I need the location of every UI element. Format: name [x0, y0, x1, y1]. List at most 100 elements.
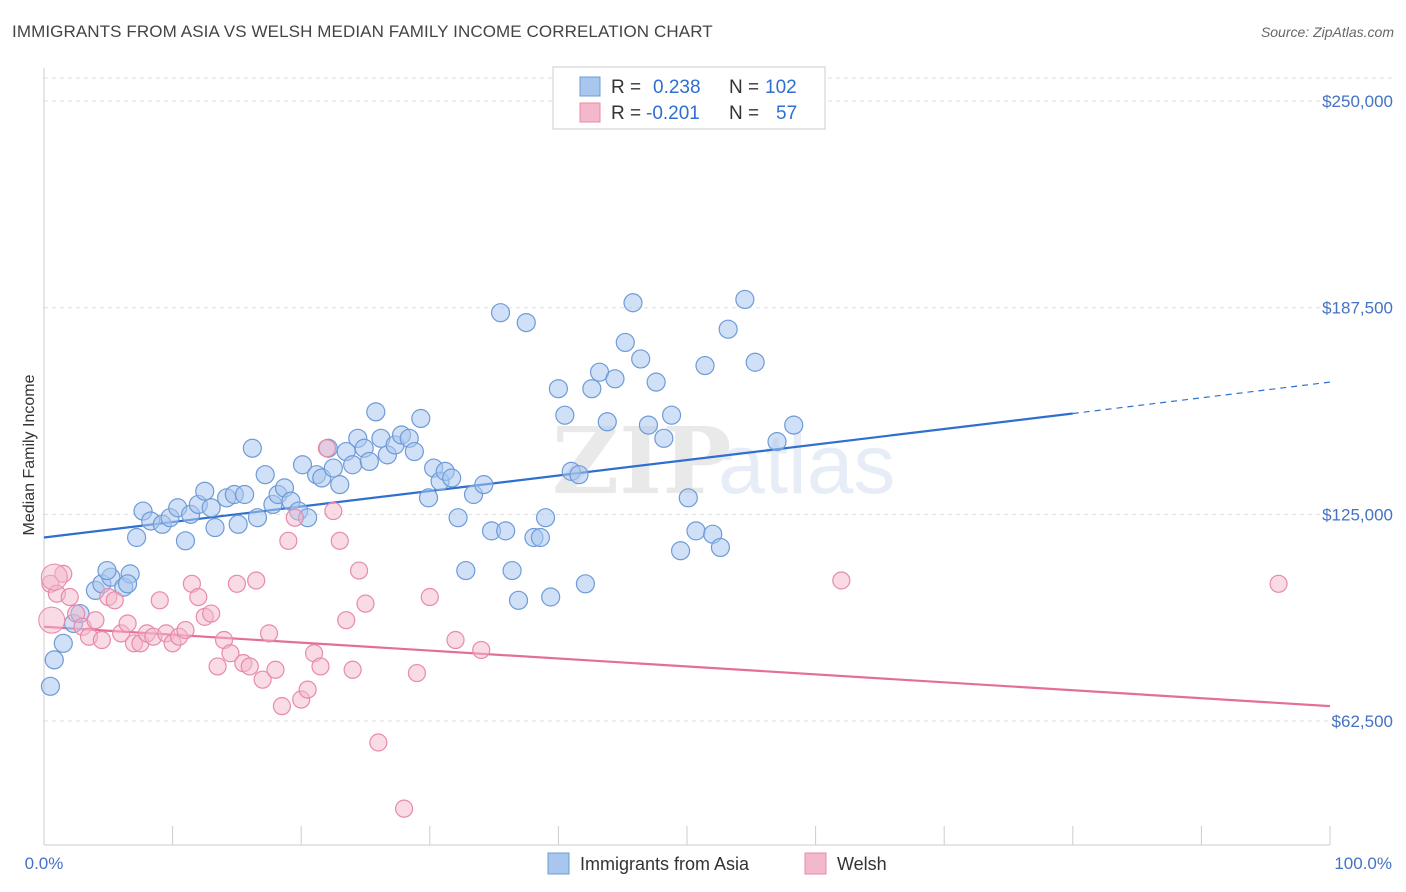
trend-lines	[43, 381, 1331, 708]
point-welsh	[349, 561, 369, 580]
point-immigrants-from-asia	[615, 332, 635, 353]
point-welsh	[324, 501, 343, 521]
point-immigrants-from-asia	[661, 405, 682, 425]
legend-r-label-1: R =	[611, 77, 641, 98]
point-welsh	[407, 663, 427, 683]
y-tick-label: $250,000	[1322, 92, 1393, 111]
point-immigrants-from-asia	[508, 590, 529, 610]
point-welsh	[337, 611, 356, 630]
point-welsh	[420, 587, 439, 607]
point-immigrants-from-asia	[718, 319, 738, 339]
point-welsh	[832, 571, 851, 590]
point-immigrants-from-asia	[623, 293, 643, 313]
point-immigrants-from-asia	[456, 560, 476, 581]
point-welsh	[356, 594, 375, 613]
legend-n-label-2: N =	[729, 103, 759, 124]
y-tick-labels: $62,500 $125,000 $187,500 $250,000	[1322, 92, 1393, 731]
point-welsh	[227, 574, 246, 593]
y-axis-label: Median Family Income	[21, 374, 38, 535]
point-immigrants-from-asia	[516, 312, 536, 333]
y-tick-label: $187,500	[1322, 299, 1393, 318]
point-immigrants-from-asia	[442, 468, 462, 488]
x-tick-label-start: 0.0%	[25, 854, 64, 873]
point-welsh	[150, 591, 169, 610]
point-immigrants-from-asia	[735, 289, 755, 310]
source-label: Source: ZipAtlas.com	[1260, 24, 1394, 40]
point-immigrants-from-asia	[638, 415, 659, 435]
x-tick-label-end: 100.0%	[1334, 854, 1392, 873]
point-immigrants-from-asia	[126, 527, 147, 548]
point-immigrants-from-asia	[605, 369, 625, 389]
point-welsh	[105, 591, 124, 610]
point-welsh	[189, 587, 208, 607]
legend-r-value-2: -0.201	[646, 103, 700, 124]
point-welsh	[272, 697, 292, 716]
point-immigrants-from-asia	[195, 481, 215, 501]
point-welsh	[253, 670, 272, 689]
bottom-legend-swatch-pink	[804, 852, 827, 875]
point-welsh	[259, 624, 279, 643]
point-welsh	[176, 620, 195, 640]
point-immigrants-from-asia	[44, 650, 64, 670]
point-welsh	[1269, 574, 1288, 593]
chart-title: IMMIGRANTS FROM ASIA VS WELSH MEDIAN FAM…	[12, 22, 713, 41]
legend-swatch-blue	[579, 76, 601, 97]
point-immigrants-from-asia	[474, 475, 494, 495]
trend-line-welsh	[43, 625, 1331, 708]
point-welsh	[221, 644, 240, 663]
bottom-legend-label-asia: Immigrants from Asia	[580, 854, 750, 874]
point-immigrants-from-asia	[496, 521, 516, 541]
point-immigrants-from-asia	[175, 531, 196, 551]
point-welsh	[92, 630, 111, 650]
point-welsh	[208, 657, 227, 676]
legend-n-label-1: N =	[729, 77, 759, 98]
legend-n-value-1: 102	[765, 77, 797, 98]
point-immigrants-from-asia	[710, 537, 731, 558]
point-immigrants-from-asia	[767, 432, 787, 452]
legend-n-value-2: 57	[776, 103, 797, 124]
point-immigrants-from-asia	[247, 508, 268, 528]
legend-r-label-2: R =	[611, 103, 641, 124]
point-welsh	[86, 611, 105, 630]
series-welsh	[38, 439, 1288, 818]
stats-legend: R = 0.238 N = 102 R = -0.201 N = 57	[552, 66, 826, 130]
point-immigrants-from-asia	[205, 517, 225, 538]
point-immigrants-from-asia	[678, 488, 698, 508]
point-immigrants-from-asia	[695, 355, 715, 376]
point-immigrants-from-asia	[555, 405, 575, 425]
bottom-legend-swatch-blue	[547, 852, 570, 875]
point-welsh	[394, 799, 414, 818]
point-welsh	[343, 660, 362, 679]
bottom-legend-label-welsh: Welsh	[837, 854, 887, 874]
legend-r-value-1: 0.238	[653, 77, 701, 98]
trend-line-immigrants-from-asia	[43, 412, 1073, 539]
point-immigrants-from-asia	[404, 441, 424, 462]
point-immigrants-from-asia	[323, 458, 343, 478]
point-immigrants-from-asia	[535, 508, 556, 528]
y-tick-label: $125,000	[1322, 505, 1393, 524]
point-immigrants-from-asia	[201, 498, 221, 518]
trend-line-immigrants-from-asia-extension	[1072, 381, 1331, 415]
point-welsh	[446, 630, 465, 650]
point-welsh	[472, 640, 491, 660]
axes	[43, 68, 1331, 846]
point-welsh	[311, 657, 330, 676]
point-welsh	[279, 531, 298, 550]
point-welsh	[298, 680, 317, 699]
point-immigrants-from-asia	[597, 412, 617, 432]
point-immigrants-from-asia	[502, 560, 522, 581]
point-immigrants-from-asia	[631, 349, 651, 369]
point-welsh	[369, 733, 388, 752]
series-immigrants-from-asia	[40, 289, 804, 696]
point-immigrants-from-asia	[490, 303, 511, 323]
legend-swatch-pink	[579, 102, 601, 123]
point-immigrants-from-asia	[670, 541, 691, 561]
point-immigrants-from-asia	[745, 352, 765, 372]
point-welsh	[60, 587, 79, 607]
point-welsh	[240, 657, 259, 676]
watermark-atlas: atlas	[718, 417, 895, 511]
point-immigrants-from-asia	[575, 574, 596, 594]
point-immigrants-from-asia	[53, 633, 73, 653]
point-immigrants-from-asia	[97, 560, 117, 581]
